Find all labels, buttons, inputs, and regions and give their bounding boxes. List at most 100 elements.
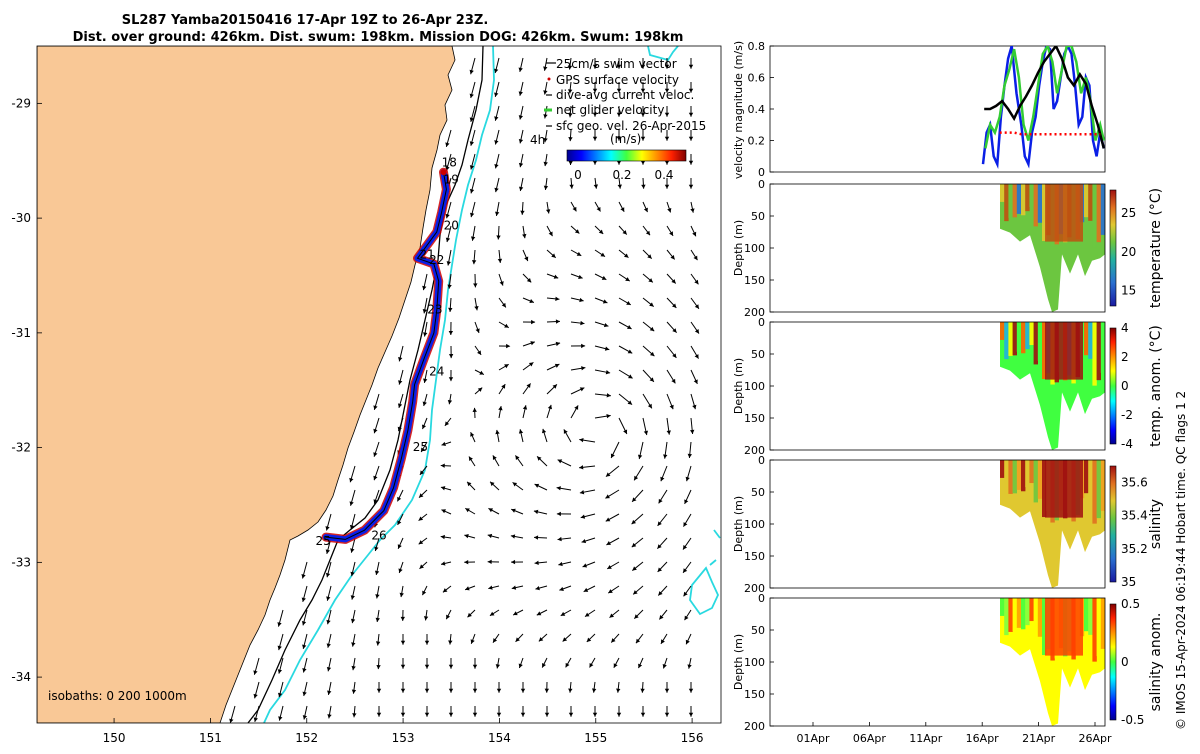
section-stripe (1021, 184, 1025, 215)
colorbar-tick-label: 20 (1121, 245, 1136, 259)
map-xtick-label: 154 (488, 731, 511, 745)
colorbar-label: temp. anom. (°C) (1148, 325, 1164, 447)
section-colorbar (1110, 604, 1116, 720)
velocity-ytick-label: 0.6 (748, 72, 766, 85)
section-stripe (1088, 322, 1092, 359)
colorbar-label: temperature (°C) (1148, 188, 1164, 308)
colorbar-label: salinity (1148, 499, 1164, 549)
section-stripe (1004, 322, 1008, 359)
section-xtick-label: 06Apr (853, 732, 887, 745)
section-ytick-label: 0 (758, 178, 765, 191)
map-xtick-label: 155 (584, 731, 607, 745)
day-label: 23 (427, 302, 442, 316)
section-stripe (1088, 460, 1092, 497)
legend-net-glider: net glider velocity (556, 103, 664, 117)
section-stripe (1038, 460, 1042, 499)
map-ytick-label: -33 (11, 555, 31, 569)
map-xtick-label: 150 (103, 731, 126, 745)
section-stripe (1013, 598, 1017, 631)
velocity-ytick-label: 0.2 (748, 135, 766, 148)
section-stripe (1029, 184, 1033, 207)
colorbar-tick-label: 4 (1121, 321, 1129, 335)
section-stripe (1105, 598, 1109, 641)
colorbar-tick-label: 2 (1121, 350, 1129, 364)
map-ytick-label: -29 (11, 96, 31, 110)
day-label: 24 (429, 364, 444, 378)
section-stripe (1105, 322, 1109, 365)
footer-credit: © IMOS 15-Apr-2024 06:19:44 Hobart time.… (1174, 391, 1188, 730)
section-stripe (1034, 184, 1038, 226)
section-ytick-label: 50 (751, 486, 765, 499)
section-ytick-label: 150 (744, 550, 765, 563)
colorbar-tick-label: -4 (1121, 437, 1133, 451)
section-stripe (1101, 322, 1105, 373)
colorbar-tick-label: 15 (1121, 284, 1136, 298)
velocity-panel: 00.20.40.60.8 velocity magnitude (m/s) (732, 40, 1105, 179)
section-stripe (1092, 184, 1096, 248)
section-stripe (1038, 598, 1042, 637)
map-xtick-label: 152 (295, 731, 318, 745)
section-stripe (1105, 460, 1109, 503)
colorbar-tick-label: -0.5 (1121, 713, 1144, 727)
section-stripe (1004, 184, 1008, 221)
section-ytick-label: 50 (751, 210, 765, 223)
section-ytick-label: 150 (744, 274, 765, 287)
day-label: 25 (315, 534, 330, 548)
section-stripe (1004, 460, 1008, 497)
section-stripe (1000, 460, 1004, 478)
day-label: 25 (413, 440, 428, 454)
section-ytick-label: 100 (744, 242, 765, 255)
map-ytick-label: -34 (11, 670, 31, 684)
section-colorbar (1110, 190, 1116, 306)
section-stripe (1105, 184, 1109, 227)
section-ylabel: Depth (m) (732, 496, 745, 552)
section-stripe (1038, 184, 1042, 223)
section-stripe (1029, 460, 1033, 483)
section-stripe (1008, 184, 1012, 218)
colorbar-label: salinity anom. (1148, 613, 1164, 712)
section-xtick-label: 16Apr (966, 732, 1000, 745)
map-ytick-label: -31 (11, 326, 31, 340)
isobath-label: isobaths: 0 200 1000m (48, 689, 187, 703)
section-stripe (1017, 460, 1021, 490)
section-stripe (1017, 322, 1021, 352)
section-ytick-label: 150 (744, 688, 765, 701)
time-marker-label: 4h (530, 133, 545, 147)
colorbar-tick-label: 0.5 (1121, 597, 1140, 611)
section-stripe (1097, 184, 1101, 242)
section-stripe (1029, 322, 1033, 345)
section-stripe (1025, 460, 1029, 487)
section-xtick-label: 11Apr (909, 732, 943, 745)
section-stripe (1021, 460, 1025, 491)
section-stripe (1092, 598, 1096, 662)
map-xtick-label: 156 (681, 731, 704, 745)
section-ytick-label: 0 (758, 316, 765, 329)
section-stripe (1004, 598, 1008, 635)
section-xtick-label: 01Apr (796, 732, 830, 745)
section-stripe (1084, 322, 1088, 355)
colorbar-tick-1: 0.2 (612, 168, 631, 182)
colorbar-tick-label: 0 (1121, 379, 1129, 393)
section-stripe (1034, 322, 1038, 364)
map-xtick-label: 153 (392, 731, 415, 745)
section-ytick-label: 0 (758, 454, 765, 467)
colorbar-tick-label: 25 (1121, 206, 1136, 220)
colorbar-tick-label: 35.4 (1121, 509, 1148, 523)
section-core (1045, 460, 1083, 518)
map-xtick-label: 151 (199, 731, 222, 745)
colorbar-tick-label: -2 (1121, 408, 1133, 422)
section-stripe (1017, 598, 1021, 628)
day-label: 20 (444, 219, 459, 233)
title-line2: Dist. over ground: 426km. Dist. swum: 19… (73, 30, 684, 45)
section-stripe (1013, 184, 1017, 217)
section-stripe (1017, 184, 1021, 214)
section-stripe (1008, 460, 1012, 494)
section-stripe (1025, 322, 1029, 349)
section-stripe (1101, 460, 1105, 511)
section-ytick-label: 100 (744, 656, 765, 669)
section-stripe (1084, 460, 1088, 493)
section-stripe (1025, 184, 1029, 211)
